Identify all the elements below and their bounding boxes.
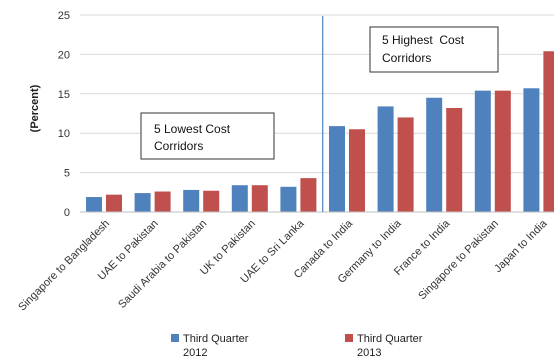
bar-2013-7 [446, 107, 463, 212]
annotation-lowest-cost-line1: 5 Lowest Cost [154, 122, 231, 136]
bar-2013-6 [397, 117, 414, 212]
y-tick-label: 25 [58, 10, 70, 22]
y-tick-label: 20 [58, 49, 70, 61]
x-tick-label: Singapore to Bangladesh [16, 218, 112, 314]
bar-2013-9 [543, 51, 554, 212]
y-tick-label: 10 [58, 128, 70, 140]
annotation-lowest-cost-box [140, 112, 275, 160]
legend-swatch-2013 [345, 334, 353, 342]
bar-2013-3 [251, 185, 268, 212]
bar-2013-0 [106, 194, 122, 212]
bar-2012-9 [523, 88, 540, 212]
legend-label-2012-line1: Third Quarter [183, 333, 249, 345]
annotation-highest-cost-line2: Corridors [382, 51, 431, 65]
legend-swatch-2012 [171, 334, 179, 342]
bar-2013-8 [494, 90, 511, 212]
annotation-highest-cost-box [369, 26, 499, 73]
bar-2012-6 [377, 106, 394, 212]
bar-2013-2 [203, 190, 220, 212]
bar-2012-2 [183, 189, 200, 212]
x-tick-label: Saudi Arabia to Pakistan [116, 218, 209, 311]
bar-2013-1 [154, 191, 171, 212]
annotation-highest-cost-line1: 5 Highest Cost [382, 33, 465, 47]
y-tick-label: 15 [58, 89, 70, 101]
annotation-lowest-cost-line2: Corridors [154, 139, 203, 153]
bar-2013-5 [349, 129, 365, 212]
bar-2013-4 [300, 178, 317, 212]
bar-2012-7 [426, 97, 443, 212]
legend-label-2013-line2: 2013 [357, 347, 381, 359]
legend-label-2012-line2: 2012 [183, 347, 207, 359]
bars [86, 51, 554, 212]
annotation-highest-cost: 5 Highest Cost Corridors [369, 26, 499, 73]
x-tick-label: Japan to India [492, 217, 550, 275]
bar-2012-5 [329, 126, 345, 212]
y-axis-label: (Percent) [29, 84, 41, 132]
bar-2012-4 [280, 186, 297, 212]
bar-2012-3 [231, 185, 248, 212]
legend-label-2013-line1: Third Quarter [357, 333, 423, 345]
bar-2012-1 [134, 193, 151, 212]
y-tick-label: 5 [64, 168, 70, 180]
annotation-lowest-cost: 5 Lowest Cost Corridors [140, 112, 275, 160]
y-axis-ticks: 0 5 10 15 20 25 [58, 10, 70, 219]
y-tick-label: 0 [64, 207, 70, 219]
legend: Third Quarter 2012 Third Quarter 2013 [171, 333, 423, 359]
bar-2012-8 [474, 90, 491, 212]
x-tick-label: Singapore to Pakistan [416, 218, 501, 303]
bar-2012-0 [86, 197, 102, 212]
